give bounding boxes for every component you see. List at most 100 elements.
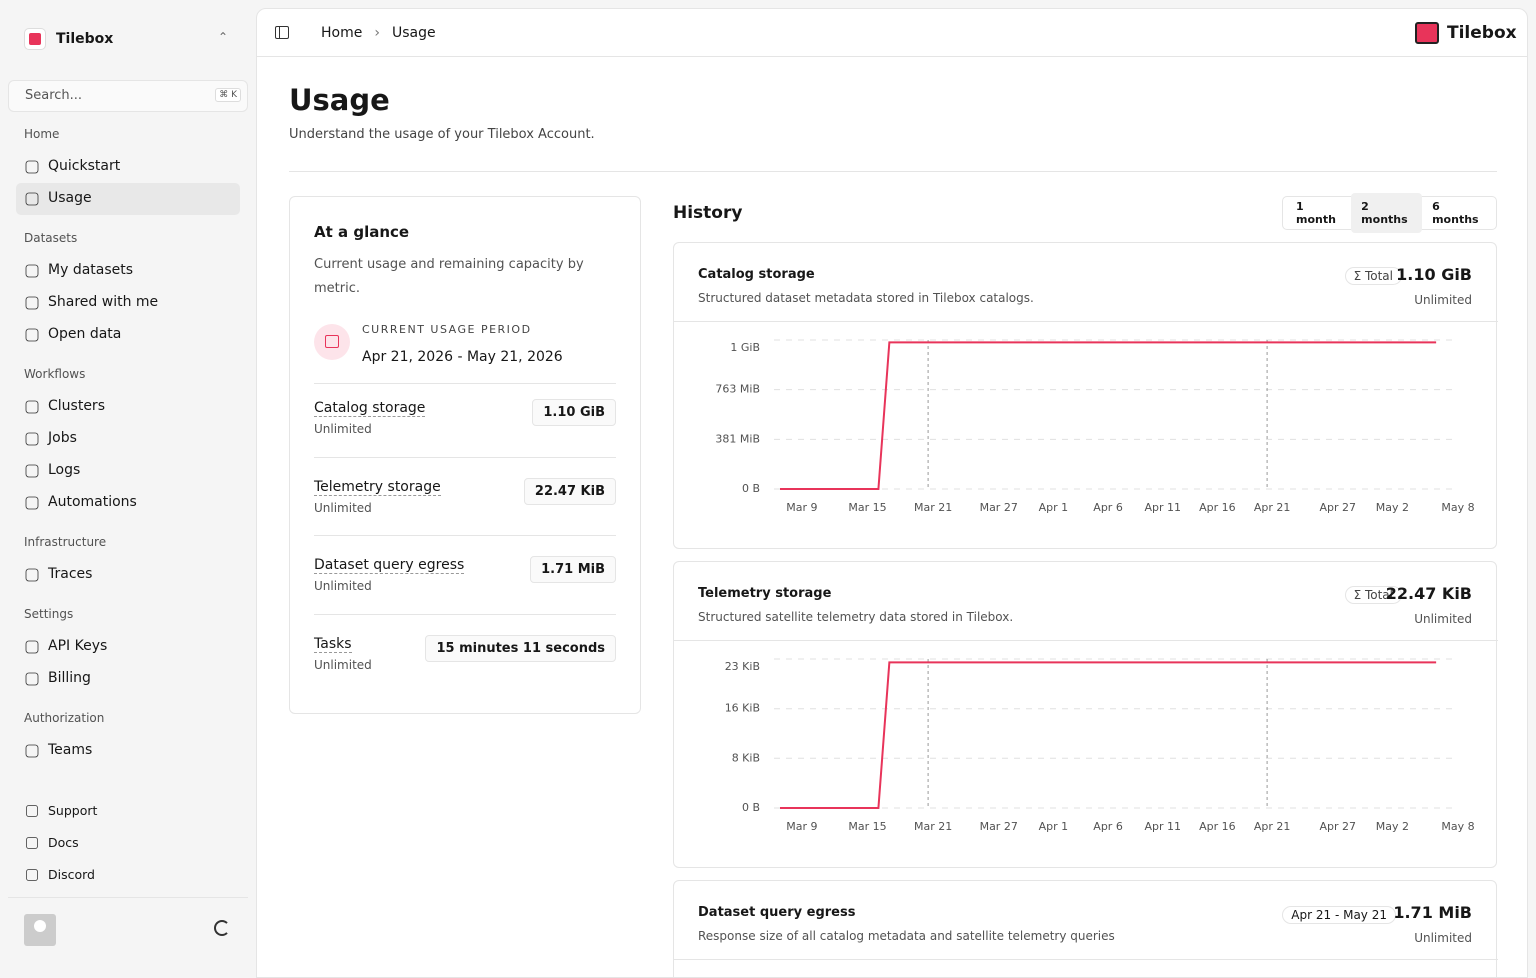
divider (674, 640, 1498, 641)
nav-item[interactable]: Open data (48, 326, 122, 342)
metric-name: Telemetry storage (314, 478, 441, 496)
chart-card: Telemetry storage Structured satellite te… (673, 561, 1498, 868)
search[interactable]: Search... ⌘ K (8, 80, 248, 112)
range-button[interactable]: 1 month (1296, 200, 1336, 226)
x-tick-label: May 8 (1441, 501, 1474, 514)
card-subtitle: Response size of all catalog metadata an… (698, 929, 1115, 943)
nav-item[interactable]: Shared with me (48, 294, 159, 310)
y-tick-label: 0 B (742, 801, 760, 814)
x-tick-label: Mar 27 (980, 501, 1018, 514)
card-total: 1.71 MiB (1393, 903, 1472, 922)
divider (289, 171, 1497, 172)
avatar[interactable] (24, 914, 56, 946)
metric-name: Tasks (314, 635, 352, 653)
divider (674, 321, 1498, 322)
x-tick-label: Apr 16 (1199, 501, 1236, 514)
divider (314, 535, 616, 536)
glance-description: Current usage and remaining capacity by … (314, 257, 584, 296)
egress-card: Dataset query egress Response size of al… (673, 880, 1498, 977)
nav-item[interactable]: Usage (48, 190, 92, 206)
nav-item[interactable]: Logs (48, 462, 81, 478)
breadcrumb: Home › Usage (321, 25, 436, 41)
range-button[interactable]: 6 months (1432, 200, 1479, 226)
y-tick-label: 1 GiB (730, 341, 760, 354)
range-button[interactable]: 2 months (1351, 193, 1423, 233)
metric-value: 22.47 KiB (523, 477, 616, 505)
nav-item[interactable]: Teams (48, 742, 93, 758)
nav-group-label: Infrastructure (24, 535, 107, 549)
card-total: 22.47 KiB (1385, 584, 1472, 603)
card-title: Dataset query egress (698, 905, 856, 920)
x-tick-label: Apr 11 (1144, 501, 1181, 514)
divider (257, 56, 1527, 57)
workspace-logo (24, 28, 46, 50)
card-title: Catalog storage (698, 267, 815, 282)
divider (8, 897, 248, 898)
nav-item[interactable]: API Keys (48, 638, 108, 654)
x-tick-label: Mar 9 (786, 820, 817, 833)
total-chip: Σ Total (1344, 267, 1402, 285)
x-tick-label: Mar 15 (848, 820, 886, 833)
nav-group-label: Workflows (24, 367, 86, 381)
x-tick-label: May 2 (1376, 820, 1409, 833)
x-tick-label: Apr 1 (1039, 501, 1069, 514)
sidebar-toggle[interactable] (275, 26, 289, 39)
divider (314, 383, 616, 384)
history-title: History (673, 203, 743, 223)
nav-item[interactable]: Traces (48, 566, 93, 582)
nav-item[interactable]: Discord (48, 867, 95, 882)
x-tick-label: Apr 21 (1254, 501, 1291, 514)
card-limit: Unlimited (1414, 612, 1472, 626)
nav-item[interactable]: Support (48, 803, 98, 818)
nav-icon (25, 744, 39, 758)
sidebar: Tilebox ⌃ Search... ⌘ K Home Quickstart Us… (0, 0, 256, 970)
x-tick-label: Apr 16 (1199, 820, 1236, 833)
x-tick-label: Apr 6 (1093, 820, 1123, 833)
crumb[interactable]: Home (321, 25, 363, 41)
metric-value: 15 minutes 11 seconds (425, 634, 616, 662)
nav-icon (25, 640, 39, 654)
x-tick-label: Apr 1 (1039, 820, 1069, 833)
nav-item[interactable]: Billing (48, 670, 91, 686)
nav-group-label: Authorization (24, 711, 105, 725)
brand: Tilebox (1447, 23, 1517, 43)
nav-item[interactable]: My datasets (48, 262, 134, 278)
x-tick-label: Mar 15 (848, 501, 886, 514)
glance-title: At a glance (314, 223, 410, 241)
calendar-icon (314, 324, 350, 360)
nav-item[interactable]: Quickstart (48, 158, 121, 174)
nav-item[interactable]: Docs (48, 835, 79, 850)
nav-icon (25, 296, 39, 310)
range-chip: Apr 21 - May 21 (1282, 906, 1396, 924)
nav-group-label: Datasets (24, 231, 78, 245)
main: Home › Usage Tilebox Usage Understand the … (256, 8, 1528, 978)
x-tick-label: Apr 6 (1093, 501, 1123, 514)
metric-limit: Unlimited (314, 657, 372, 672)
nav-item[interactable]: Automations (48, 494, 137, 510)
card-subtitle: Structured satellite telemetry data stor… (698, 610, 1014, 624)
search-placeholder: Search... (25, 88, 83, 103)
metric-value: 1.10 GiB (532, 399, 616, 426)
period-label: CURRENT USAGE PERIOD (362, 323, 532, 336)
brand-logo (1415, 22, 1439, 44)
y-tick-label: 763 MiB (715, 383, 760, 396)
page-title: Usage (289, 83, 390, 117)
x-tick-label: Mar 9 (786, 501, 817, 514)
nav-group-label: Home (24, 127, 60, 141)
workspace-name[interactable]: Tilebox (56, 31, 114, 47)
nav-icon (25, 432, 39, 446)
range-toggle: 1 month 2 months 6 months (1282, 193, 1497, 233)
nav-icon (26, 869, 38, 881)
card-title: Telemetry storage (698, 586, 832, 601)
chart: 0 B 8 KiB 16 KiB 23 KiB Mar 9 Mar 15 Mar 21 Mar… (725, 658, 1475, 833)
total-label: Total (1364, 269, 1393, 283)
divider (314, 613, 616, 615)
nav-item[interactable]: Jobs (48, 430, 77, 446)
x-tick-label: May 8 (1441, 820, 1474, 833)
nav-item[interactable]: Clusters (48, 398, 105, 414)
nav-icon (25, 160, 39, 174)
theme-toggle[interactable] (214, 920, 230, 936)
workspace-switch[interactable]: ⌃ (218, 30, 229, 44)
nav-icon (26, 805, 38, 817)
